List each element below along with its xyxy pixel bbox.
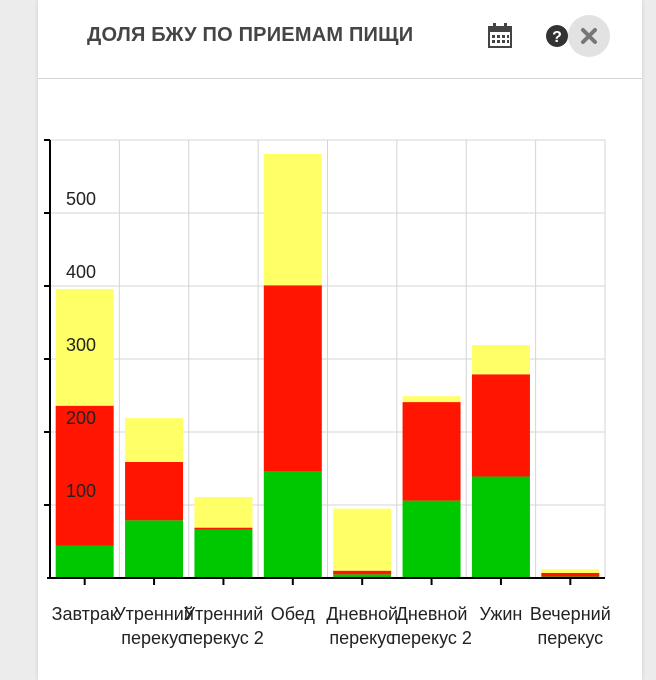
stacked-bar-chart: 100200300400500ЗавтракУтреннийперекусУтр… [44, 139, 611, 648]
bar-segment-5-0 [402, 500, 461, 578]
bar-segment-0-1 [55, 405, 114, 546]
bar-segment-1-2 [125, 418, 184, 462]
x-tick-label: перекус 2 [391, 628, 472, 648]
bar-segment-4-0 [333, 574, 392, 578]
x-tick-label: Вечерний [530, 604, 611, 624]
svg-text:?: ? [552, 29, 562, 46]
bar-segment-4-2 [333, 508, 392, 571]
bar-segment-1-0 [125, 520, 184, 578]
x-tick-label: Утренний [184, 604, 264, 624]
bar-segment-2-0 [194, 529, 253, 578]
x-tick-label: Дневной [326, 604, 398, 624]
x-tick-label: Дневной [396, 604, 468, 624]
bar-segment-6-0 [471, 476, 530, 578]
bar-segment-2-2 [194, 496, 253, 528]
bar-segment-7-1 [541, 572, 600, 577]
y-tick-label: 500 [66, 189, 96, 209]
bar-segment-5-2 [402, 396, 461, 403]
y-tick-label: 100 [66, 481, 96, 501]
y-tick-label: 400 [66, 262, 96, 282]
x-tick-label: Завтрак [52, 604, 118, 624]
chart-panel: ДОЛЯ БЖУ ПО ПРИЕМАМ ПИЩИ ? [38, 0, 642, 680]
x-tick-label: Утренний [114, 604, 194, 624]
x-tick-label: перекус [329, 628, 395, 648]
bar-segment-6-1 [471, 374, 530, 477]
bar-segment-2-1 [194, 527, 253, 530]
x-tick-label: перекус 2 [183, 628, 264, 648]
bar-segment-0-2 [55, 288, 114, 406]
bar-segment-5-1 [402, 402, 461, 501]
y-tick-label: 200 [66, 408, 96, 428]
bar-segment-4-1 [333, 570, 392, 575]
bar-segment-1-1 [125, 461, 184, 521]
help-icon[interactable]: ? [543, 22, 571, 50]
bar-segment-0-0 [55, 545, 114, 578]
y-tick-label: 300 [66, 335, 96, 355]
panel-header: ДОЛЯ БЖУ ПО ПРИЕМАМ ПИЩИ ? [38, 0, 642, 79]
x-tick-label: перекус [537, 628, 603, 648]
panel-title: ДОЛЯ БЖУ ПО ПРИЕМАМ ПИЩИ [87, 24, 414, 46]
bar-segment-3-1 [263, 285, 322, 472]
x-tick-label: перекус [121, 628, 187, 648]
bar-segment-6-2 [471, 345, 530, 375]
x-tick-label: Обед [271, 604, 316, 624]
close-button[interactable] [568, 15, 610, 57]
x-tick-label: Ужин [480, 604, 523, 624]
bar-segment-7-2 [541, 569, 600, 573]
bar-segment-3-2 [263, 153, 322, 286]
close-icon [581, 28, 597, 44]
calendar-icon[interactable] [486, 22, 514, 50]
bar-segment-3-0 [263, 471, 322, 578]
